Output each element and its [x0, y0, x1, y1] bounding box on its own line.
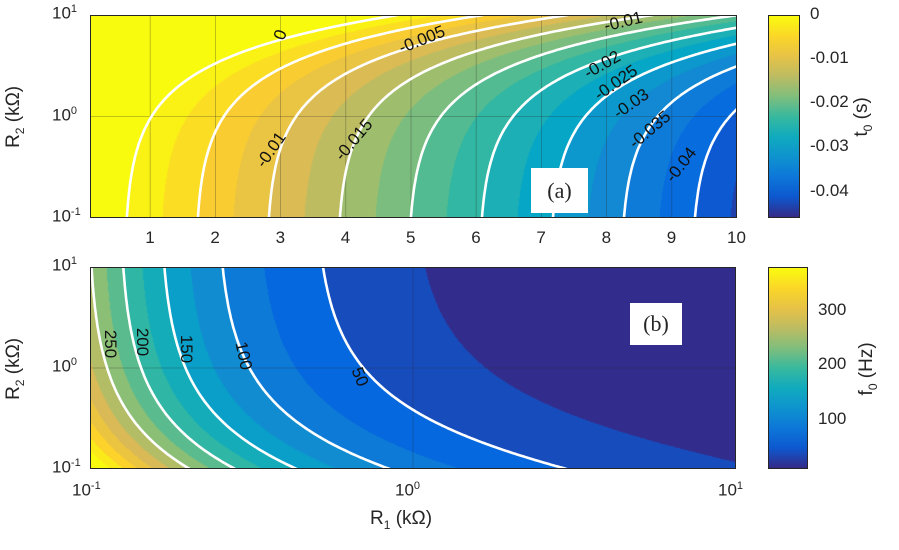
colorbar-b	[768, 267, 808, 469]
y-tick-label: 101	[52, 255, 78, 275]
x-tick-label: 101	[718, 480, 744, 500]
contour-label: 250	[101, 329, 121, 359]
x-tick-label: 100	[395, 480, 421, 500]
y-tick-label: 100	[52, 356, 78, 376]
contour-line-a-level-0	[125, 13, 400, 220]
colorbar-tick-label: -0.02	[810, 92, 849, 112]
contour-line-b-level-100	[221, 265, 391, 471]
x-tick-label: 5	[406, 228, 416, 247]
plot-b-xlabel: R1 (kΩ)	[370, 508, 433, 532]
panel-label-a: (a)	[531, 168, 588, 213]
x-tick-label: 4	[340, 228, 351, 247]
contour-line-b-level-250	[90, 265, 191, 471]
contour-line-a-level--0.035	[622, 64, 739, 220]
colorbar-tick-label: -0.03	[810, 136, 849, 156]
contour-line-b-level-200	[122, 265, 237, 471]
x-tick-label: 7	[536, 228, 546, 247]
x-tick-label: 10	[727, 228, 746, 247]
colorbar-tick-label: 200	[818, 354, 847, 374]
x-tick-label: 2	[210, 228, 220, 247]
contour-line-a-level--0.005	[196, 13, 485, 220]
colorbar-tick-label: -0.04	[810, 180, 849, 200]
x-tick-label: 6	[471, 228, 481, 247]
x-tick-label: 8	[601, 228, 612, 247]
y-tick-label: 100	[52, 104, 78, 125]
contour-fill-b	[90, 267, 736, 469]
contour-line-a-level--0.025	[480, 26, 739, 220]
colorbar-tick-label: 100	[818, 408, 847, 428]
contour-label: 200	[133, 327, 153, 357]
y-tick-label: 10-1	[52, 206, 81, 226]
x-tick-label: 3	[275, 228, 286, 247]
contour-line-a-level--0.02	[409, 13, 739, 220]
colorbar-a	[768, 15, 800, 218]
x-tick-label: 10-1	[72, 480, 101, 500]
colorbar-b-label: f0 (Hz)	[856, 342, 880, 396]
colorbar-tick-label: 0	[810, 4, 820, 23]
contour-line-a-level--0.01	[267, 13, 570, 220]
y-tick-label: 10-1	[52, 457, 81, 477]
contour-line-b-level-50	[321, 265, 568, 471]
x-tick-label: 9	[666, 228, 677, 247]
y-tick-label: 101	[52, 3, 78, 23]
contour-line-a-level--0.015	[338, 13, 655, 220]
contour-line-b-level-150	[163, 265, 299, 471]
colorbar-tick-label: -0.01	[810, 48, 849, 68]
contour-label: 150	[177, 334, 197, 364]
colorbar-tick-label: 300	[818, 299, 847, 319]
panel-label-b: (b)	[630, 303, 682, 345]
plot-b-ylabel: R2 (kΩ)	[3, 337, 27, 400]
x-tick-label: 1	[145, 228, 155, 247]
